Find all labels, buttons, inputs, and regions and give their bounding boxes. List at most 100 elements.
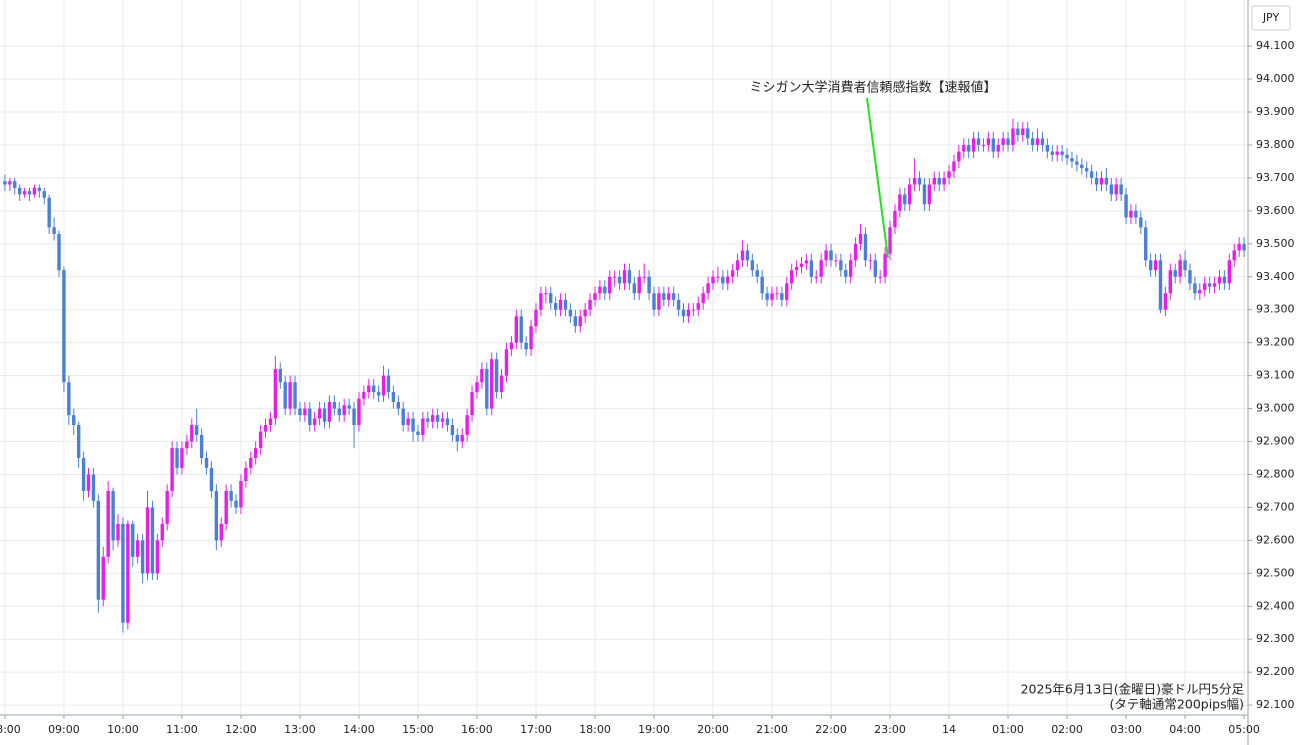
candle-body — [1099, 177, 1104, 185]
candle-body — [293, 382, 297, 409]
candle-body — [952, 161, 956, 172]
candle-body — [27, 191, 32, 195]
candle-body — [981, 144, 986, 146]
candle-body — [155, 540, 160, 574]
candle-body — [563, 299, 568, 310]
candle-body — [893, 210, 897, 228]
candle-body — [76, 425, 81, 458]
candle-body — [578, 316, 582, 327]
currency-box — [1251, 5, 1291, 31]
candle-body — [721, 276, 725, 284]
candle-body — [519, 316, 523, 343]
candle-body — [676, 299, 681, 310]
candle-body — [1158, 260, 1163, 310]
candle-body — [421, 418, 425, 435]
candle-body — [150, 507, 155, 574]
note: (タテ軸通常200pips幅) — [1110, 697, 1244, 712]
x-tick-label: 10:00 — [107, 723, 139, 736]
candle-body — [686, 309, 691, 317]
candle-body — [180, 448, 184, 468]
candle-body — [317, 408, 322, 419]
candle-body — [381, 375, 386, 396]
candle-body — [976, 138, 981, 145]
x-tick-label: 05:00 — [1228, 723, 1260, 736]
candle-body — [8, 181, 12, 185]
candle-body — [824, 250, 828, 261]
candle-body — [549, 293, 553, 304]
candle-body — [696, 303, 700, 310]
candle-body — [209, 467, 214, 491]
candle-body — [219, 523, 223, 541]
candle-body — [922, 184, 927, 205]
x-tick-label: 19:00 — [638, 723, 670, 736]
candle-body — [1109, 184, 1114, 195]
candle-body — [1045, 144, 1050, 152]
x-tick-label: 15:00 — [402, 723, 434, 736]
candle-body — [1001, 138, 1005, 145]
candle-body — [524, 342, 528, 350]
candle-body — [194, 425, 199, 435]
candle-body — [829, 250, 833, 261]
candle-body — [499, 375, 504, 393]
candle-body — [131, 523, 135, 557]
grid — [0, 0, 1248, 715]
candle-body — [775, 293, 779, 295]
candle-body — [42, 191, 46, 198]
candle-body — [1163, 293, 1168, 310]
candle-body — [927, 184, 932, 205]
candle-body — [917, 177, 922, 185]
candle-body — [1060, 151, 1064, 155]
candle-body — [96, 500, 101, 600]
candle-body — [485, 369, 489, 409]
y-tick-label: 92.600 — [1256, 533, 1295, 546]
candle-body — [386, 375, 391, 393]
candle-body — [858, 233, 863, 244]
candle-body — [986, 138, 991, 145]
candle-body — [13, 181, 17, 188]
candle-body — [1188, 270, 1192, 284]
candle-body — [883, 253, 887, 277]
candle-body — [406, 418, 410, 426]
candle-body — [1075, 161, 1079, 165]
y-tick-label: 94.100 — [1256, 39, 1295, 52]
candle-body — [52, 227, 56, 234]
candle-body — [445, 418, 450, 426]
candle-body — [898, 194, 902, 211]
candle-body — [770, 293, 774, 300]
candle-body — [327, 401, 332, 422]
candle-body — [199, 434, 204, 458]
annotation-line — [866, 97, 889, 259]
candle-body — [1193, 283, 1197, 294]
candle-body — [573, 316, 578, 327]
candle-body — [435, 415, 440, 422]
y-tick-label: 93.000 — [1256, 402, 1295, 415]
candle-body — [848, 260, 853, 277]
candle-body — [873, 260, 877, 277]
candle-body — [603, 286, 607, 294]
candle-body — [657, 293, 661, 310]
candle-body — [504, 349, 509, 376]
candle-body — [1040, 138, 1045, 145]
candle-body — [1055, 151, 1059, 155]
candle-body — [229, 490, 233, 501]
x-tick-label: 04:00 — [1169, 723, 1201, 736]
x-tick-label: 22:00 — [815, 723, 847, 736]
candle-body — [337, 408, 341, 416]
candle-body — [740, 250, 745, 261]
candle-body — [62, 270, 66, 383]
candle-body — [3, 181, 7, 185]
candle-body — [455, 434, 460, 442]
candle-body — [268, 418, 273, 426]
note: 2025年6月13日(金曜日)豪ドル円5分足 — [1021, 682, 1245, 697]
candle-body — [1134, 210, 1138, 218]
candle-body — [111, 490, 115, 541]
candle-body — [332, 401, 337, 409]
y-tick-label: 92.500 — [1256, 566, 1295, 579]
candle-body — [814, 276, 818, 278]
candle-body — [701, 293, 705, 304]
candle-body — [1173, 270, 1177, 277]
candle-body — [273, 369, 278, 419]
candle-body — [1232, 250, 1236, 261]
candles — [3, 118, 1246, 633]
